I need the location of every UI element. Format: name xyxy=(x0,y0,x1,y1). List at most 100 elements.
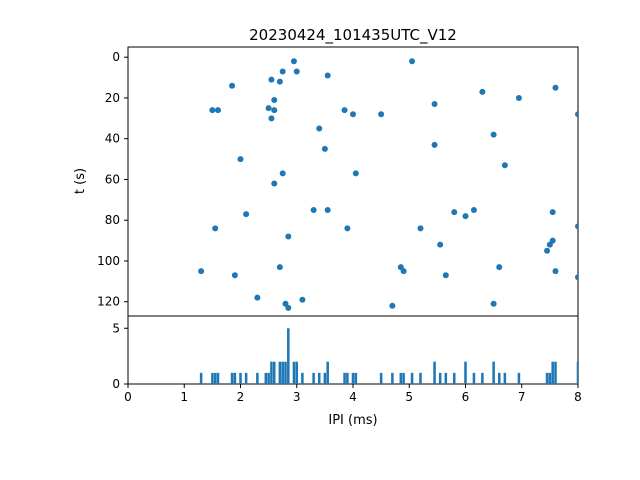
histogram-bar xyxy=(343,372,346,384)
scatter-point xyxy=(546,241,553,248)
histogram-bar xyxy=(551,361,554,384)
y-tick-label: 5 xyxy=(112,321,120,335)
histogram-bar xyxy=(444,372,448,384)
scatter-point xyxy=(237,156,244,163)
chart-title: 20230424_101435UTC_V12 xyxy=(249,26,457,45)
histogram-bar xyxy=(554,361,557,384)
x-tick-label: 1 xyxy=(180,390,188,404)
histogram-bar xyxy=(481,372,484,384)
x-tick-label: 3 xyxy=(293,390,301,404)
histogram-bar xyxy=(295,361,299,384)
x-tick-label: 0 xyxy=(124,390,132,404)
scatter-point xyxy=(378,111,385,118)
scatter-point xyxy=(285,304,292,311)
scatter-point xyxy=(321,145,328,152)
histogram-bar xyxy=(278,361,282,384)
histogram-bar xyxy=(545,372,549,384)
scatter-point xyxy=(276,78,283,85)
y-tick-label: 60 xyxy=(105,172,120,186)
scatter-point xyxy=(198,268,205,275)
histogram-bar xyxy=(216,372,220,384)
scatter-point xyxy=(271,107,278,114)
scatter-point xyxy=(549,209,556,216)
histogram-bar xyxy=(281,361,284,384)
scatter-point xyxy=(501,162,508,169)
scatter-point xyxy=(350,111,356,118)
scatter-point xyxy=(290,58,297,65)
scatter-point xyxy=(324,72,331,79)
histogram-bar xyxy=(464,361,467,384)
scatter-point xyxy=(451,209,458,216)
scatter-point xyxy=(400,268,407,275)
histogram-bar xyxy=(419,372,422,384)
scatter-point xyxy=(271,180,278,187)
histogram-bar xyxy=(354,372,358,384)
histogram-bar xyxy=(351,372,355,384)
scatter-point xyxy=(409,58,416,65)
histogram-bar xyxy=(233,372,237,384)
histogram-bar xyxy=(239,372,242,384)
scatter-point xyxy=(265,105,272,112)
scatter-point xyxy=(431,141,438,148)
histogram-bar xyxy=(244,372,248,384)
histogram-bar xyxy=(264,372,268,384)
histogram-series xyxy=(199,328,578,384)
scatter-point xyxy=(352,170,359,177)
scatter-point xyxy=(431,101,438,108)
histogram-bar xyxy=(199,372,203,384)
histogram-bar xyxy=(492,361,495,384)
histogram-bar xyxy=(379,372,383,384)
histogram-bar xyxy=(438,372,442,384)
scatter-point xyxy=(544,247,551,254)
scatter-point xyxy=(268,76,275,83)
scatter-point xyxy=(254,294,261,301)
x-tick-label: 5 xyxy=(405,390,413,404)
x-tick-label: 6 xyxy=(462,390,470,404)
histogram-bar xyxy=(211,372,214,384)
histogram-bar xyxy=(267,372,270,384)
x-axis-label: IPI (ms) xyxy=(328,413,377,428)
y-tick-label: 100 xyxy=(97,254,120,268)
histogram-bar xyxy=(323,372,327,384)
histogram-bar xyxy=(503,372,507,384)
scatter-point xyxy=(417,225,424,232)
scatter-point xyxy=(279,68,286,75)
scatter-point xyxy=(231,272,238,279)
scatter-point xyxy=(271,96,278,103)
histogram-bar xyxy=(410,372,414,384)
scatter-point xyxy=(324,207,331,214)
scatter-point xyxy=(389,302,396,309)
x-tick-label: 8 xyxy=(574,390,582,404)
y-tick-label: 40 xyxy=(105,132,120,146)
histogram-bar xyxy=(287,328,290,384)
scatter-point xyxy=(479,88,486,95)
scatter-point xyxy=(215,107,221,114)
histogram-bar xyxy=(301,372,304,384)
scatter-point xyxy=(341,107,348,114)
x-tick-label: 4 xyxy=(349,390,357,404)
x-tick-label: 7 xyxy=(518,390,526,404)
y-tick-label: 0 xyxy=(112,377,120,391)
histogram-bar xyxy=(317,372,321,384)
histogram-bar xyxy=(256,372,259,384)
scatter-point xyxy=(470,207,477,214)
histogram-bar xyxy=(452,372,456,384)
scatter-point xyxy=(310,207,317,214)
scatter-point xyxy=(209,107,216,114)
scatter-point xyxy=(575,223,578,230)
scatter-point xyxy=(229,82,236,89)
histogram-bar xyxy=(472,372,476,384)
histogram-bar xyxy=(391,372,394,384)
scatter-point xyxy=(462,213,469,220)
histogram-bar xyxy=(230,372,234,384)
x-tick-label: 2 xyxy=(237,390,245,404)
histogram-bar xyxy=(213,372,217,384)
histogram-bar xyxy=(497,372,501,384)
histogram-bar xyxy=(270,361,273,384)
scatter-point xyxy=(575,274,578,281)
scatter-point xyxy=(437,241,444,248)
scatter-point xyxy=(276,264,283,271)
scatter-point xyxy=(268,115,275,122)
scatter-point xyxy=(552,84,559,91)
